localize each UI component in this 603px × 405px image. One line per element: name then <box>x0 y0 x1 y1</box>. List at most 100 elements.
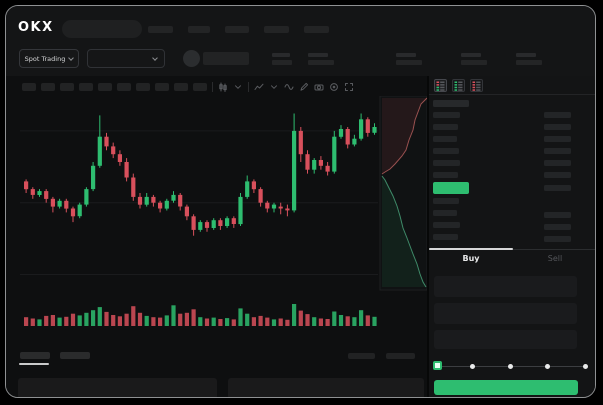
volume-bar-26 <box>191 309 196 326</box>
pair-selector-dropdown[interactable] <box>87 49 165 68</box>
timeframe-button-10[interactable] <box>193 83 207 91</box>
indicators-icon[interactable] <box>254 82 264 92</box>
market-selector-label: Spot Trading <box>24 54 66 63</box>
bid-row-price[interactable] <box>433 222 460 228</box>
bid-row-amount[interactable] <box>544 224 571 230</box>
ask-row-price[interactable] <box>433 136 457 142</box>
bid-row-amount[interactable] <box>544 212 571 218</box>
bid-row-price[interactable] <box>433 198 459 204</box>
ticker-stat <box>308 53 334 65</box>
chart-footer-button-2[interactable] <box>386 353 415 359</box>
last-price-indicator[interactable] <box>433 182 469 194</box>
last-price-amount[interactable] <box>544 185 571 191</box>
volume-bar-10 <box>84 312 89 326</box>
candlestick-chart[interactable] <box>20 96 427 341</box>
market-selector-button[interactable]: Spot Trading <box>19 49 79 68</box>
order-input-field-1[interactable] <box>434 276 577 297</box>
candle-32 <box>231 218 236 224</box>
candle-37 <box>265 202 270 209</box>
draw-icon[interactable] <box>299 82 309 92</box>
ask-row-price[interactable] <box>433 112 460 118</box>
candle-29 <box>211 220 216 228</box>
volume-bar-52 <box>365 315 370 326</box>
candle-34 <box>245 181 250 197</box>
volume-bar-21 <box>158 317 163 326</box>
candle-28 <box>204 222 210 228</box>
volume-bar-46 <box>325 319 330 326</box>
orderbook-col-header-price[interactable] <box>433 100 469 107</box>
candle-20 <box>151 196 156 203</box>
chevron-down-icon[interactable] <box>269 82 279 92</box>
ask-row-price[interactable] <box>433 124 458 130</box>
book-asks-icon[interactable] <box>470 78 483 92</box>
chart-bottom-tab-1[interactable] <box>20 352 50 359</box>
candle-21 <box>158 202 163 209</box>
chart-bottom-tab-2[interactable] <box>60 352 90 359</box>
candle-11 <box>91 165 96 190</box>
active-tab-indicator <box>429 248 513 250</box>
candle-45 <box>318 160 323 166</box>
ask-row-amount[interactable] <box>544 172 571 178</box>
slider-stop-50[interactable] <box>507 364 513 369</box>
nav-item-1[interactable] <box>148 26 173 33</box>
nav-item-3[interactable] <box>225 26 249 33</box>
volume-bar-24 <box>178 313 183 326</box>
ask-row-price[interactable] <box>433 172 458 178</box>
timeframe-button-9[interactable] <box>174 83 188 91</box>
nav-item-4[interactable] <box>264 26 289 33</box>
ticker-stat-value <box>272 60 292 65</box>
ask-row-amount[interactable] <box>544 124 571 130</box>
nav-item-5[interactable] <box>304 26 329 33</box>
okx-logo[interactable]: OKX <box>18 20 54 35</box>
bid-row-price[interactable] <box>433 234 458 240</box>
timeframe-button-6[interactable] <box>117 83 131 91</box>
fullscreen-icon[interactable] <box>344 82 354 92</box>
ticker-stat <box>461 53 487 65</box>
amount-slider-handle[interactable] <box>433 361 442 370</box>
toolbar-divider <box>212 82 213 92</box>
nav-item-2[interactable] <box>188 26 210 33</box>
camera-icon[interactable] <box>314 82 324 92</box>
slider-stop-100[interactable] <box>582 364 588 369</box>
timeframe-button-7[interactable] <box>136 83 150 91</box>
timeframe-button-3[interactable] <box>60 83 74 91</box>
ask-row-price[interactable] <box>433 160 460 166</box>
ask-row-amount[interactable] <box>544 136 571 142</box>
candle-6 <box>57 200 62 207</box>
ask-row-price[interactable] <box>433 148 459 154</box>
timeframe-button-5[interactable] <box>98 83 112 91</box>
wave-icon[interactable] <box>284 82 294 92</box>
candle-style-icon[interactable] <box>218 82 228 92</box>
chevron-down-icon[interactable] <box>233 82 243 92</box>
timeframe-button-2[interactable] <box>41 83 55 91</box>
timeframe-button-1[interactable] <box>22 83 36 91</box>
chart-footer-button-1[interactable] <box>348 353 375 359</box>
timeframe-button-8[interactable] <box>155 83 169 91</box>
search-input[interactable] <box>62 20 142 38</box>
volume-bar-30 <box>218 319 223 326</box>
ask-row-amount[interactable] <box>544 148 571 154</box>
volume-bar-41 <box>292 304 297 326</box>
bid-row-amount[interactable] <box>544 236 571 242</box>
depth-chart <box>379 96 427 291</box>
ask-row-amount[interactable] <box>544 112 571 118</box>
toolbar-divider <box>248 82 249 92</box>
timeframe-button-4[interactable] <box>79 83 93 91</box>
slider-stop-75[interactable] <box>545 364 550 369</box>
candle-17 <box>131 177 136 197</box>
book-all-icon[interactable] <box>434 78 447 92</box>
volume-bar-34 <box>245 313 250 326</box>
volume-bar-48 <box>338 315 344 326</box>
tab-sell[interactable]: Sell <box>547 254 563 263</box>
settings-icon[interactable] <box>329 82 339 92</box>
slider-stop-25[interactable] <box>470 364 475 369</box>
book-bids-icon[interactable] <box>452 78 465 92</box>
buy-submit-button[interactable] <box>434 380 578 395</box>
bid-row-price[interactable] <box>433 210 457 216</box>
candle-41 <box>292 130 297 211</box>
tab-buy[interactable]: Buy <box>462 254 480 263</box>
candle-43 <box>305 154 310 170</box>
order-input-field-2[interactable] <box>434 303 577 324</box>
ask-row-amount[interactable] <box>544 160 571 166</box>
order-input-field-3[interactable] <box>434 330 577 349</box>
